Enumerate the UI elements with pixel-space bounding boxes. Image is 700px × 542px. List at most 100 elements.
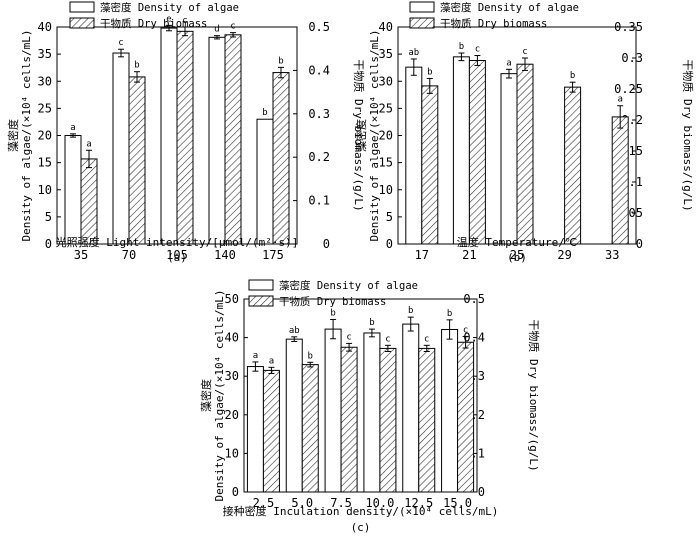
y-tick-label: 40 [379,20,393,34]
y2-tick-label: 0.3 [621,51,643,65]
algae-density-bar [112,52,130,245]
y-axis-title: 藻密度Density of algae/(×10⁴ cells/mL) [6,30,33,242]
legend-swatch-biomass [69,17,95,29]
significance-letter: a [86,139,91,149]
y2-tick-label: 0.25 [614,82,643,96]
y2-tick-label: 0 [323,237,330,251]
panel-c: 0102030405000.10.20.30.40.52.5aa5.0abb7.… [199,279,541,534]
x-axis-title: 光照强度 Light intensity/[μmol/(m²·s)] [56,235,299,249]
x-tick-label: 15.0 [443,496,472,510]
significance-letter: c [182,16,187,26]
algae-density-bar [452,56,470,245]
panel-label: (c) [351,521,371,534]
significance-letter: c [424,334,429,344]
y2-tick-label: 0.2 [308,150,330,164]
y-tick-label: 0 [45,237,52,251]
x-tick-label: 29 [557,248,571,262]
y-tick-label: 10 [225,446,239,460]
y-tick-label: 0 [232,485,239,499]
y-tick-label: 40 [225,331,239,345]
dry-biomass-bar [176,30,194,245]
algae-density-bar [324,328,342,493]
x-tick-label: 7.5 [330,496,352,510]
significance-letter: c [385,334,390,344]
legend-swatch-algae [248,279,274,291]
x-axis-title: 接种密度 Inculation density/(×10⁴ cells/mL) [223,504,499,518]
y-tick-label: 10 [379,183,393,197]
y-tick-label: 25 [379,101,393,115]
significance-letter: a [253,351,258,361]
y2-tick-label: 0.3 [308,107,330,121]
significance-letter: b [262,108,267,118]
y-axis-title-cn: 藻密度 [199,379,213,412]
dry-biomass-bar [564,86,582,245]
y-axis-title-en: Density of algae/(×10⁴ cells/mL) [368,30,381,242]
y2-tick-label: 0.5 [463,292,485,306]
dry-biomass-bar [421,85,439,245]
y-tick-label: 10 [38,183,52,197]
legend-label-algae: 藻密度 Density of algae [279,279,418,292]
y-tick-label: 40 [38,20,52,34]
x-tick-label: 175 [262,248,284,262]
plot-frame [243,298,478,493]
dry-biomass-bar [301,364,319,493]
significance-letter: b [278,56,283,66]
y-tick-label: 30 [225,369,239,383]
significance-letter: c [118,38,123,48]
y-tick-label: 5 [45,210,52,224]
algae-density-bar [405,66,423,245]
algae-density-bar [500,73,518,245]
panel-label: (a) [167,251,187,264]
significance-letter: c [230,22,235,32]
significance-letter: b [427,67,432,77]
significance-letter: e [166,14,171,24]
legend-swatch-algae [409,1,435,13]
significance-letter: a [617,95,622,105]
significance-letter: a [269,356,274,366]
y-tick-label: 20 [225,408,239,422]
y2-tick-label: 0.1 [308,194,330,208]
algae-density-bar [160,27,178,245]
legend: 藻密度 Density of algae 干物质 Dry biomass [69,1,239,30]
y-tick-label: 35 [38,47,52,61]
panel-b: 051015202530354000.050.10.150.20.250.30.… [354,1,695,264]
x-tick-label: 25 [510,248,524,262]
significance-letter: b [308,351,313,361]
legend-swatch-algae [69,1,95,13]
legend-label-biomass: 干物质 Dry biomass [279,295,386,308]
legend-swatch-biomass [409,17,435,29]
significance-letter: a [70,123,75,133]
dry-biomass-bar [262,369,280,493]
y2-tick-label: 0.35 [614,20,643,34]
y2-tick-label: 0 [636,237,643,251]
y2-tick-label: 0.4 [308,63,330,77]
y2-axis-title: 干物质 Dry biomass/(g/L) [681,59,695,211]
dry-biomass-bar [224,34,242,245]
significance-letter: b [330,308,335,318]
x-tick-label: 5.0 [291,496,313,510]
y2-tick-label: 0.4 [463,331,485,345]
dry-biomass-bar [457,341,475,493]
x-tick-label: 70 [122,248,136,262]
significance-letter: c [346,332,351,342]
panels: 0 5 10 15 20 25 30 35 40 0 0.1 0.2 0.3 0.4 0.5 35 a a 70 c b… [6,1,695,534]
x-tick-label: 140 [214,248,236,262]
legend-label-biomass: 干物质 Dry biomass [100,17,207,30]
y-axis-title-en: Density of algae/(×10⁴ cells/mL) [20,30,33,242]
y-axis-title-cn: 藻密度 [354,119,368,152]
algae-density-bar [363,332,381,493]
y-tick-label: 15 [379,156,393,170]
legend-label-biomass: 干物质 Dry biomass [440,17,547,30]
algae-density-bar [64,135,82,245]
x-tick-label: 21 [462,248,476,262]
algae-density-bar [246,366,264,493]
algae-density-bar [285,338,303,493]
y-tick-label: 5 [386,210,393,224]
dry-biomass-bar [272,72,290,245]
dry-biomass-bar [340,346,358,493]
algae-density-bar [402,323,420,493]
significance-letter: d [214,25,219,35]
significance-letter: ab [408,48,419,58]
panel-a: 0 5 10 15 20 25 30 35 40 0 0.1 0.2 0.3 0.4 0.5 35 a a 70 c b… [6,1,366,264]
